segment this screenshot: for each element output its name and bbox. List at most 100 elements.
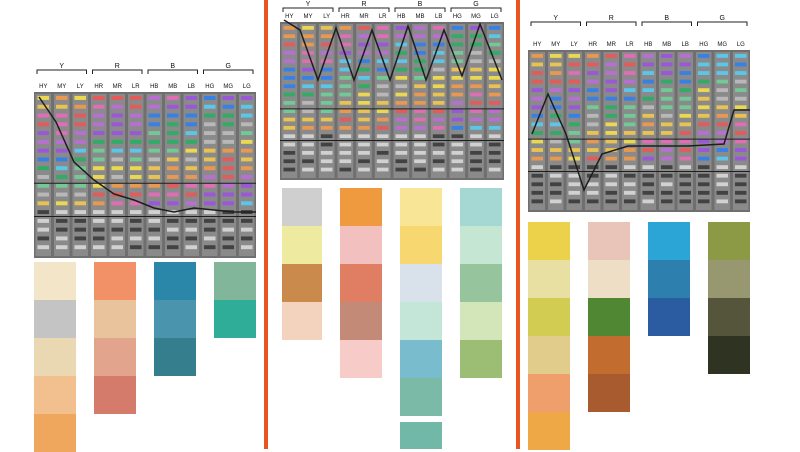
color-chip bbox=[488, 92, 501, 97]
color-chip bbox=[185, 218, 197, 223]
swatch-column-green bbox=[708, 222, 750, 374]
color-swatch bbox=[94, 300, 136, 338]
color-chip bbox=[167, 227, 179, 232]
color-chip bbox=[698, 156, 710, 161]
color-chip bbox=[111, 175, 123, 179]
color-chip bbox=[642, 182, 654, 187]
color-swatch bbox=[154, 338, 196, 376]
color-chip bbox=[37, 113, 49, 118]
color-chip bbox=[735, 79, 747, 84]
color-chip bbox=[320, 134, 333, 139]
color-chip bbox=[568, 173, 580, 178]
color-chip bbox=[624, 165, 636, 170]
swatch-column-red bbox=[94, 262, 136, 414]
swatch-column-yellow bbox=[34, 262, 76, 452]
group-bracket bbox=[203, 69, 254, 74]
color-chip bbox=[568, 131, 580, 135]
swatch-column-red bbox=[340, 188, 382, 378]
column-label: MY bbox=[57, 84, 66, 90]
color-chip bbox=[37, 175, 49, 179]
color-chip bbox=[587, 71, 599, 75]
color-chip bbox=[698, 182, 710, 187]
color-chip bbox=[283, 59, 296, 64]
color-chip bbox=[531, 122, 543, 127]
color-chip bbox=[642, 165, 654, 170]
color-chip bbox=[204, 131, 216, 136]
color-chip bbox=[130, 96, 142, 100]
color-chip bbox=[283, 92, 296, 97]
color-chip bbox=[735, 148, 747, 152]
color-chip bbox=[531, 113, 543, 118]
color-chip bbox=[679, 173, 691, 178]
color-chip bbox=[56, 236, 68, 241]
color-chip bbox=[661, 182, 673, 187]
color-chip bbox=[661, 71, 673, 75]
color-chip bbox=[432, 34, 445, 39]
color-chip bbox=[167, 192, 179, 197]
color-chip bbox=[37, 104, 49, 109]
color-swatch bbox=[460, 340, 502, 378]
color-chip bbox=[111, 210, 123, 215]
color-chip bbox=[339, 26, 352, 30]
color-chip bbox=[56, 166, 68, 171]
color-chip bbox=[111, 122, 123, 127]
color-chip bbox=[550, 62, 562, 67]
color-chip bbox=[185, 245, 197, 250]
color-swatch bbox=[400, 264, 442, 302]
color-chip bbox=[204, 183, 216, 188]
color-chip bbox=[56, 122, 68, 127]
color-chip bbox=[587, 173, 599, 178]
column-label: MY bbox=[551, 42, 560, 48]
color-chip bbox=[320, 126, 333, 130]
color-swatch bbox=[400, 340, 442, 378]
color-chip bbox=[470, 142, 482, 147]
color-chip bbox=[395, 92, 408, 97]
color-chip bbox=[716, 156, 728, 161]
color-chip bbox=[735, 165, 747, 170]
color-chip bbox=[74, 104, 86, 109]
color-chip bbox=[358, 76, 370, 80]
color-chip bbox=[339, 67, 352, 72]
color-chip bbox=[587, 165, 599, 170]
color-chip bbox=[624, 139, 636, 144]
color-chip bbox=[37, 218, 49, 223]
color-chip bbox=[470, 159, 482, 164]
color-chip bbox=[568, 122, 580, 127]
color-chip bbox=[376, 92, 389, 97]
color-chip bbox=[432, 151, 445, 155]
color-chip bbox=[679, 190, 691, 195]
color-chip bbox=[679, 96, 691, 101]
color-chip bbox=[376, 142, 389, 147]
color-chip bbox=[451, 151, 464, 155]
color-chip bbox=[339, 126, 352, 130]
color-chip bbox=[185, 192, 197, 197]
color-chip bbox=[376, 51, 389, 55]
color-chip bbox=[37, 166, 49, 171]
color-chip bbox=[185, 122, 197, 127]
color-chip bbox=[395, 67, 408, 72]
color-swatch bbox=[214, 262, 256, 300]
color-chip bbox=[111, 227, 123, 232]
color-chip bbox=[642, 173, 654, 178]
color-swatch bbox=[34, 376, 76, 414]
color-chip bbox=[624, 96, 636, 101]
color-chip bbox=[204, 236, 216, 241]
color-chip bbox=[339, 34, 352, 39]
color-chip bbox=[531, 105, 543, 110]
color-chip bbox=[550, 139, 562, 144]
color-chip bbox=[302, 126, 314, 130]
color-chip bbox=[679, 62, 691, 67]
color-chip bbox=[488, 109, 501, 114]
color-chip bbox=[37, 192, 49, 197]
color-chip bbox=[130, 245, 142, 250]
color-swatch bbox=[34, 338, 76, 376]
color-chip bbox=[716, 122, 728, 127]
color-chip bbox=[204, 139, 216, 144]
color-chip bbox=[550, 173, 562, 178]
color-chip bbox=[185, 236, 197, 241]
color-chip bbox=[376, 67, 389, 72]
color-swatch bbox=[214, 300, 256, 338]
color-chip bbox=[587, 199, 599, 204]
color-chip bbox=[624, 173, 636, 178]
color-chip bbox=[37, 157, 49, 162]
